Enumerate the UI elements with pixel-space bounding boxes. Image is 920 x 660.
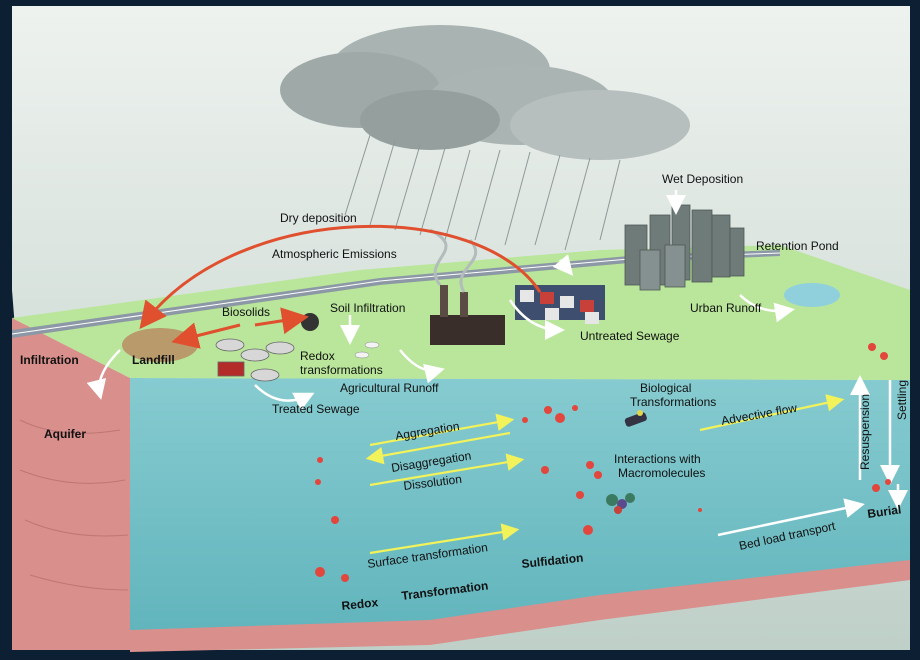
water-body bbox=[130, 378, 910, 650]
rain-cloud bbox=[280, 25, 690, 160]
aquifer-soil bbox=[12, 318, 130, 650]
label-biosolids: Biosolids bbox=[222, 305, 270, 319]
label-redox: Redox bbox=[341, 595, 379, 613]
treatment-tanks bbox=[215, 338, 295, 382]
label-soil-infiltration: Soil Infiltration bbox=[330, 301, 405, 315]
label-retention-pond: Retention Pond bbox=[756, 239, 839, 253]
biosolids-arrow bbox=[171, 322, 241, 349]
label-wet-deposition: Wet Deposition bbox=[662, 172, 743, 186]
label-dry-deposition: Dry deposition bbox=[280, 211, 357, 225]
tractor bbox=[301, 313, 319, 331]
sediment-layer bbox=[130, 560, 910, 652]
microorganism-icon bbox=[624, 410, 647, 427]
label-settling: Settling bbox=[895, 380, 909, 420]
cows bbox=[354, 341, 380, 359]
label-redox-transformations-1: Redox bbox=[300, 349, 335, 363]
label-aquifer: Aquifer bbox=[44, 427, 86, 441]
label-resuspension: Resuspension bbox=[858, 394, 872, 470]
label-interactions-2: Macromolecules bbox=[618, 466, 705, 480]
retention-pond bbox=[784, 283, 840, 307]
nanoparticles bbox=[315, 343, 891, 582]
dry-deposition-arrow bbox=[139, 224, 542, 330]
macromolecule-icon bbox=[606, 493, 635, 514]
flow-arrows bbox=[86, 190, 908, 537]
houses bbox=[515, 285, 605, 324]
yellow-arrows bbox=[365, 394, 845, 555]
label-redox-transformations-2: transformations bbox=[300, 363, 383, 377]
factory bbox=[429, 228, 505, 345]
city-buildings bbox=[624, 204, 745, 291]
label-agricultural-runoff: Agricultural Runoff bbox=[340, 381, 439, 395]
label-interactions-1: Interactions with bbox=[614, 452, 701, 466]
label-atmospheric-emissions: Atmospheric Emissions bbox=[272, 247, 397, 261]
label-infiltration: Infiltration bbox=[20, 353, 79, 367]
label-urban-runoff: Urban Runoff bbox=[690, 301, 762, 315]
label-sulfidation: Sulfidation bbox=[521, 551, 584, 571]
label-treated-sewage: Treated Sewage bbox=[272, 402, 360, 416]
label-untreated-sewage: Untreated Sewage bbox=[580, 329, 680, 343]
label-biological-transformations-2: Transformations bbox=[630, 395, 716, 409]
label-biological-transformations-1: Biological bbox=[640, 381, 691, 395]
label-landfill: Landfill bbox=[132, 353, 175, 367]
rain-lines bbox=[344, 134, 621, 251]
label-burial: Burial bbox=[866, 502, 902, 521]
